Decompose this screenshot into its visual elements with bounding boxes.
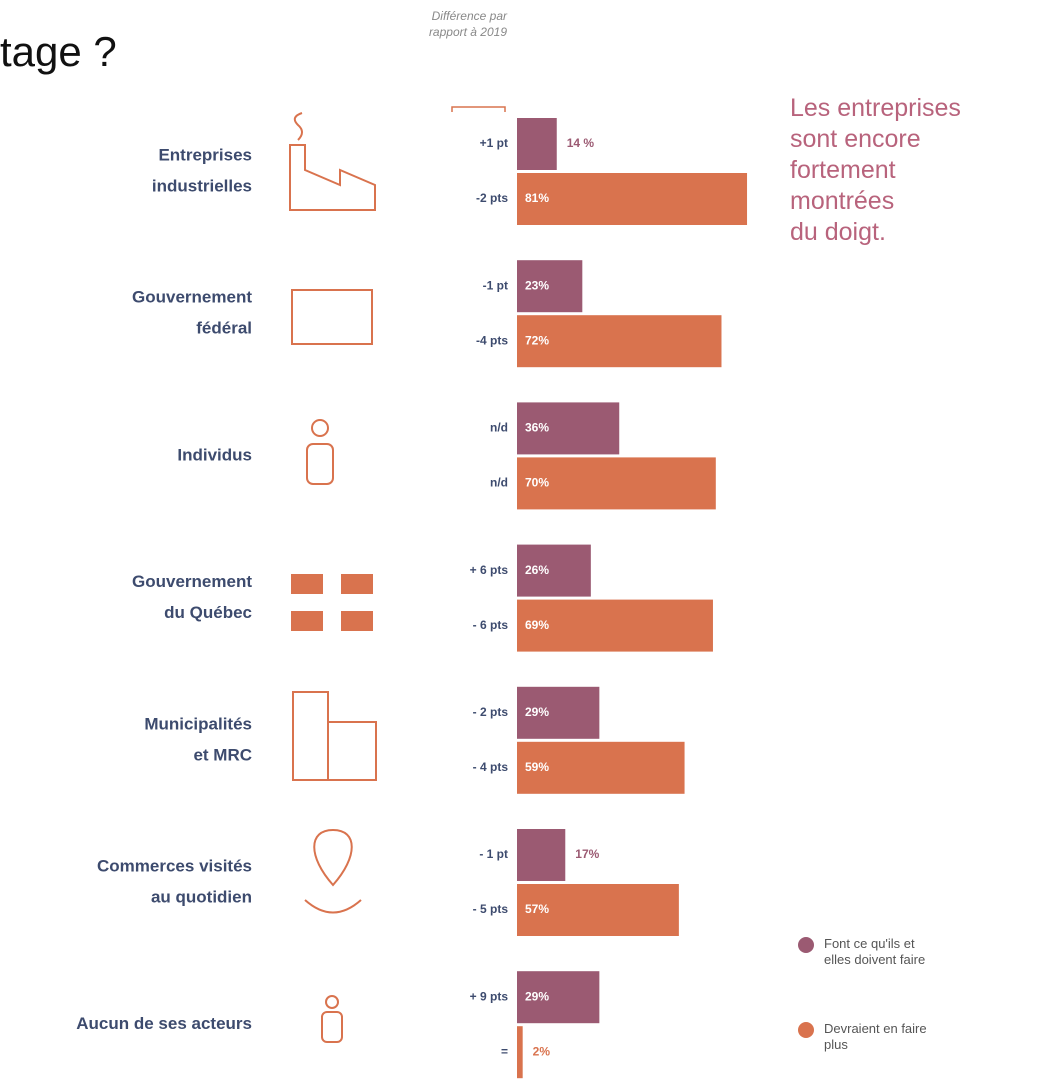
bar xyxy=(517,315,722,368)
difference-label: - 4 pts xyxy=(473,760,509,774)
header-bracket xyxy=(451,106,506,112)
category-label: Gouvernement xyxy=(132,572,252,591)
difference-label: + 9 pts xyxy=(470,989,509,1003)
category-label: Municipalités xyxy=(144,714,252,733)
icon-factory xyxy=(289,112,376,211)
difference-label: +1 pt xyxy=(480,136,508,150)
annotation-line: fortement xyxy=(790,156,896,184)
annotation-line: montrées xyxy=(790,187,895,215)
icon-building xyxy=(292,691,329,781)
title: tage ? xyxy=(0,28,117,75)
value-label: 36% xyxy=(525,421,549,435)
annotation-line: sont encore xyxy=(790,125,921,153)
category-label: Gouvernement xyxy=(132,288,252,307)
icon-people-body xyxy=(306,443,334,485)
difference-label: - 1 pt xyxy=(479,847,508,861)
legend-label: Font ce qu'ils et elles doivent faire xyxy=(824,936,926,967)
difference-label: n/d xyxy=(490,476,508,490)
value-label: 26% xyxy=(525,563,549,577)
bar xyxy=(517,402,620,455)
icon-qc-flag xyxy=(341,574,373,594)
category-label: Entreprises xyxy=(158,145,252,164)
icon-person xyxy=(325,995,339,1009)
annotation-line: Les entreprises xyxy=(790,94,961,122)
column-header: Différence par rapport à 2019 xyxy=(428,9,507,39)
icon-person-body xyxy=(321,1011,343,1043)
difference-label: -2 pts xyxy=(476,191,508,205)
bar xyxy=(517,686,600,739)
icon-qc-flag xyxy=(291,611,323,631)
category-label: industrielles xyxy=(152,176,252,195)
bar xyxy=(517,118,557,170)
difference-label: - 5 pts xyxy=(473,902,509,916)
category-label: du Québec xyxy=(164,603,252,622)
icon-building xyxy=(327,721,377,781)
value-label: 81% xyxy=(525,191,549,205)
difference-label: - 6 pts xyxy=(473,618,509,632)
category-label: Aucun de ses acteurs xyxy=(76,1014,252,1033)
icon-qc-flag xyxy=(341,611,373,631)
bar xyxy=(517,599,713,652)
legend-swatch xyxy=(798,1022,814,1038)
bar xyxy=(517,971,600,1024)
value-label: 29% xyxy=(525,705,549,719)
value-label: 2% xyxy=(533,1044,551,1058)
value-label: 29% xyxy=(525,989,549,1003)
bar xyxy=(517,829,566,881)
bar xyxy=(517,884,679,936)
category-label: fédéral xyxy=(196,319,252,338)
bar xyxy=(517,544,591,597)
difference-label: n/d xyxy=(490,421,508,435)
value-label: 59% xyxy=(525,760,549,774)
legend-swatch xyxy=(798,937,814,953)
value-label: 69% xyxy=(525,618,549,632)
legend-label: Devraient en faire plus xyxy=(824,1021,927,1052)
icon-qc-flag xyxy=(291,574,323,594)
icon-people xyxy=(311,419,329,437)
bar xyxy=(517,1026,523,1079)
value-label: 23% xyxy=(525,278,549,292)
value-label: 72% xyxy=(525,333,549,347)
difference-label: = xyxy=(501,1044,508,1058)
value-label: 14 % xyxy=(567,136,595,150)
category-label: Individus xyxy=(177,445,252,464)
bar xyxy=(517,260,583,313)
difference-label: -1 pt xyxy=(483,278,508,292)
category-label: Commerces visités xyxy=(97,856,252,875)
icons xyxy=(289,112,377,1043)
annotation: Les entreprises sont encore fortement montr… xyxy=(790,93,961,248)
bar xyxy=(517,457,716,510)
difference-label: + 6 pts xyxy=(470,563,509,577)
icon-flag xyxy=(291,289,373,345)
category-label: au quotidien xyxy=(151,887,252,906)
annotation-line: du doigt. xyxy=(790,218,886,246)
bar xyxy=(517,173,748,225)
category-label: et MRC xyxy=(193,745,252,764)
bar xyxy=(517,741,685,794)
value-label: 57% xyxy=(525,902,549,916)
difference-label: -4 pts xyxy=(476,333,508,347)
value-label: 70% xyxy=(525,476,549,490)
icon-pin xyxy=(304,828,362,914)
difference-label: - 2 pts xyxy=(473,705,509,719)
value-label: 17% xyxy=(575,847,599,861)
